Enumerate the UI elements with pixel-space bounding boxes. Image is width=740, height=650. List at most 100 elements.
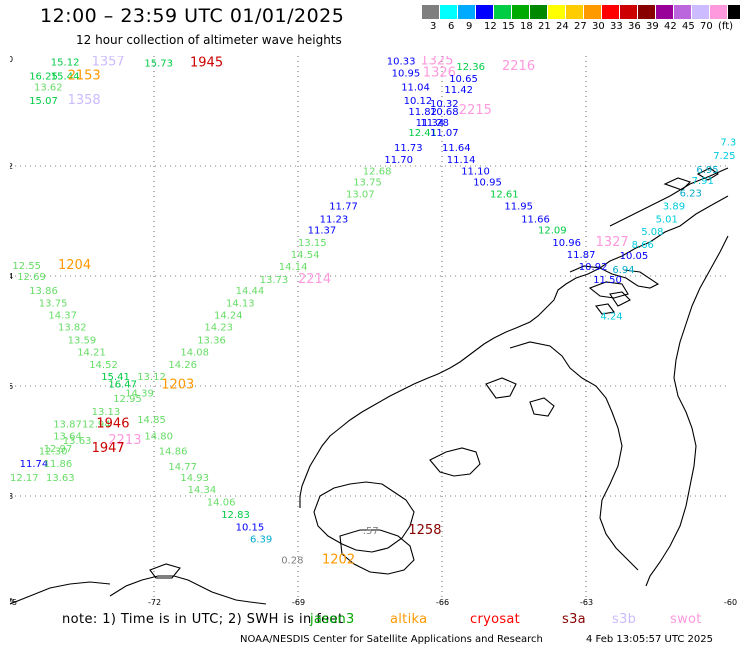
coastline: [10, 167, 729, 605]
lat-label: -70: [10, 597, 13, 606]
legend-swatch: [548, 5, 566, 19]
wave-height-label: 5.01: [656, 214, 678, 225]
coastline-inner-fjord: [485, 377, 555, 417]
pass-time-label: 1357: [92, 56, 125, 70]
wave-height-label: 10.05: [620, 251, 649, 262]
wave-height-label: 13.12: [137, 372, 166, 383]
lat-label: -64: [10, 272, 13, 281]
wave-height-label: 14.14: [279, 262, 308, 273]
wave-height-label: 10.15: [236, 522, 265, 533]
wave-height-label: 11.70: [384, 155, 413, 166]
wave-height-label: 13.75: [39, 298, 68, 309]
legend-label: 21: [538, 21, 551, 32]
wave-height-label: 11.73: [394, 143, 423, 154]
map-background: [10, 56, 730, 606]
wave-height-label: 16.25: [29, 71, 58, 82]
wave-height-label: 13.15: [298, 238, 327, 249]
lat-label: -62: [10, 162, 13, 171]
axis-labels: -60 -62 -64 -66 -68 -70-75 -72 -69 -66 -63 -60: [10, 56, 737, 606]
wave-height-label: 11.82: [408, 107, 437, 118]
wave-height-label: 12.41: [408, 128, 437, 139]
wave-height-label: 3.89: [663, 202, 685, 213]
wave-height-label: 14.52: [89, 360, 118, 371]
legend-swatch: [476, 5, 494, 19]
wave-height-label: 14.86: [159, 446, 188, 457]
wave-height-label: 14.39: [125, 389, 154, 400]
coastline-peninsula-north: [299, 195, 729, 508]
pass-time-label: 1202: [322, 552, 355, 567]
wave-height-label: 4.24: [600, 312, 622, 323]
wave-height-label: 15.07: [29, 96, 58, 107]
legend-label: 39: [646, 21, 659, 32]
legend-swatch: [656, 5, 674, 19]
wave-height-label: 11.77: [329, 202, 358, 213]
wave-height-label: 11.50: [593, 275, 622, 286]
legend-label: 70: [700, 21, 713, 32]
wave-height-label: 11.23: [320, 214, 349, 225]
satellite-altika: altika: [390, 612, 428, 627]
wave-height-label: 11.04: [401, 82, 430, 93]
wave-height-label: 14.34: [188, 485, 217, 496]
wave-height-label: 11.74: [20, 459, 49, 470]
wave-height-label: 13.73: [260, 275, 289, 286]
color-scale-legend: [422, 5, 740, 19]
lat-label: -60: [10, 56, 13, 64]
lon-label: -69: [292, 598, 305, 606]
wave-height-label: 14.93: [180, 473, 209, 484]
lon-label: -60: [724, 598, 737, 606]
coastline-alexander: [339, 529, 415, 575]
legend-swatch: [494, 5, 512, 19]
wave-height-label: 12.17: [10, 473, 39, 484]
satellite-swot: swot: [670, 612, 702, 627]
wave-height-label: 12.30: [39, 446, 68, 457]
legend-swatch: [566, 5, 584, 19]
wave-height-label: 16.47: [108, 379, 137, 390]
pass-time-label: 2213: [108, 433, 141, 448]
wave-height-label: 14.77: [168, 462, 197, 473]
legend-label: 42: [664, 21, 677, 32]
wave-height-label: 8.66: [632, 240, 654, 251]
wave-height-label: 14.54: [291, 250, 320, 261]
wave-height-label: 11.86: [44, 459, 73, 470]
lat-label: -68: [10, 492, 13, 501]
legend-swatch: [584, 5, 602, 19]
lon-label: -63: [580, 598, 593, 606]
wave-height-label: 13.36: [197, 335, 226, 346]
wave-height-label: 11.07: [430, 128, 459, 139]
footer-credit: NOAA/NESDIS Center for Satellite Applica…: [240, 634, 543, 645]
wave-height-label: 14.37: [48, 311, 77, 322]
wave-height-label: 11.14: [447, 155, 476, 166]
pass-time-label: 1326: [423, 66, 456, 81]
legend-swatch: [422, 5, 440, 19]
pass-time-label: 1325: [420, 56, 453, 68]
wave-height-label: 6.39: [250, 534, 272, 545]
legend-label: 15: [502, 21, 515, 32]
wave-height-label: 14.44: [236, 286, 265, 297]
footer-timestamp: 4 Feb 13:05:57 UTC 2025: [586, 634, 713, 645]
legend-swatch: [530, 5, 548, 19]
coastline-anvers: [588, 281, 629, 299]
wave-height-label: 10.33: [387, 56, 416, 67]
pass-time-label: 2215: [459, 103, 492, 118]
pass-time-label: 1327: [596, 235, 629, 250]
legend-swatch: [710, 5, 728, 19]
wave-height-label: 12.83: [221, 510, 250, 521]
coastline-fjords: [509, 341, 639, 571]
wave-height-label: 12.97: [44, 444, 73, 455]
wave-height-label: .57: [363, 526, 379, 537]
wave-height-label: 13.07: [346, 190, 375, 201]
footer-note: note: 1) Time is in UTC; 2) SWH is in fe…: [62, 612, 344, 627]
wave-height-label: 15.73: [144, 59, 173, 70]
wave-height-label: 14.23: [204, 323, 233, 334]
lat-label: -66: [10, 382, 13, 391]
coastline-south-shetland: [609, 167, 729, 227]
pass-time-label: 1945: [190, 56, 223, 71]
wave-height-label: 13.87: [53, 419, 82, 430]
coastline-west-land: [10, 581, 111, 605]
coastline-marguerite: [313, 481, 415, 553]
legend-swatch: [638, 5, 656, 19]
wave-height-label: 11.10: [461, 166, 490, 177]
legend-label: 24: [556, 21, 569, 32]
